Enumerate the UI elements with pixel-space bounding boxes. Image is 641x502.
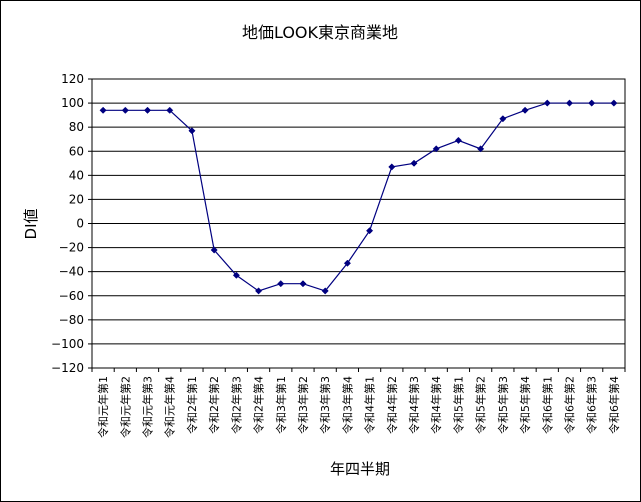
x-tick-label: 令和元年第2 [118, 376, 132, 438]
data-point [255, 287, 263, 295]
x-axis-ticks: 令和元年第1 令和元年第2 令和元年第3 令和元年第4 令和2年第1 令和2年第2 令和2年… [91, 368, 626, 438]
x-tick-label: 令和元年第3 [141, 376, 155, 438]
x-tick-label: 令和2年第4 [252, 376, 266, 434]
data-point [188, 127, 196, 135]
data-point [366, 227, 374, 235]
chart-title: 地価LOOK東京商業地 [242, 23, 398, 42]
x-tick-label: 令和3年第2 [296, 376, 310, 434]
x-tick-label: 令和2年第2 [207, 376, 221, 434]
x-tick-label: 令和2年第3 [229, 376, 243, 434]
data-point [521, 106, 529, 114]
x-tick-label: 令和5年第4 [518, 376, 532, 434]
data-point [543, 99, 551, 107]
y-tick-label: −120 [51, 361, 84, 375]
data-point [565, 99, 574, 107]
x-tick-label: 令和6年第3 [585, 376, 599, 434]
x-tick-label: 令和3年第4 [340, 376, 354, 434]
y-tick-label: −60 [59, 289, 84, 303]
data-point [99, 106, 107, 114]
data-point [143, 106, 152, 114]
y-tick-label: 120 [61, 72, 84, 86]
data-point [588, 99, 596, 107]
x-tick-label: 令和2年第1 [185, 376, 199, 434]
y-tick-label: −40 [59, 265, 84, 279]
x-axis-label: 年四半期 [330, 460, 390, 478]
y-tick-label: 100 [61, 96, 84, 110]
x-tick-label: 令和4年第3 [407, 376, 421, 434]
x-tick-label: 令和4年第2 [385, 376, 399, 434]
x-tick-label: 令和6年第4 [607, 376, 621, 434]
x-tick-label: 令和元年第1 [96, 376, 110, 438]
y-tick-label: 20 [69, 192, 84, 206]
y-tick-label: −100 [51, 337, 84, 351]
gridlines [92, 102, 625, 345]
data-point [277, 280, 285, 288]
data-point [166, 106, 174, 114]
data-point [454, 136, 462, 144]
x-tick-label: 令和5年第2 [474, 376, 488, 434]
x-tick-label: 令和3年第1 [274, 376, 288, 434]
x-tick-label: 令和3年第3 [318, 376, 332, 434]
y-tick-label: −20 [59, 241, 84, 255]
data-point [610, 99, 618, 107]
x-tick-label: 令和6年第2 [562, 376, 576, 434]
data-point [321, 287, 329, 295]
series-line [103, 102, 614, 292]
y-tick-label: 0 [76, 217, 84, 231]
y-tick-label: 40 [69, 168, 84, 182]
x-tick-label: 令和元年第4 [163, 376, 177, 438]
data-point [343, 259, 351, 267]
data-point [210, 246, 218, 254]
y-tick-label: −80 [59, 313, 84, 327]
y-axis-label: DI値 [22, 209, 40, 240]
data-point [121, 106, 129, 114]
y-axis-ticks: 120 100 80 60 40 20 0 −20 −40 −60 −80 −100 −120 [51, 72, 92, 375]
x-tick-label: 令和6年第1 [540, 376, 554, 434]
x-tick-label: 令和5年第1 [451, 376, 465, 434]
data-point [299, 280, 307, 288]
data-point [232, 271, 240, 279]
x-tick-label: 令和4年第1 [363, 376, 377, 434]
data-point [499, 115, 507, 123]
data-point [477, 145, 485, 153]
series-group [99, 99, 618, 295]
y-tick-label: 60 [69, 144, 84, 158]
data-point [432, 145, 440, 153]
data-point [388, 163, 396, 171]
x-tick-label: 令和5年第3 [496, 376, 510, 434]
y-tick-label: 80 [69, 120, 84, 134]
data-point [410, 159, 418, 167]
x-tick-label: 令和4年第4 [429, 376, 443, 434]
